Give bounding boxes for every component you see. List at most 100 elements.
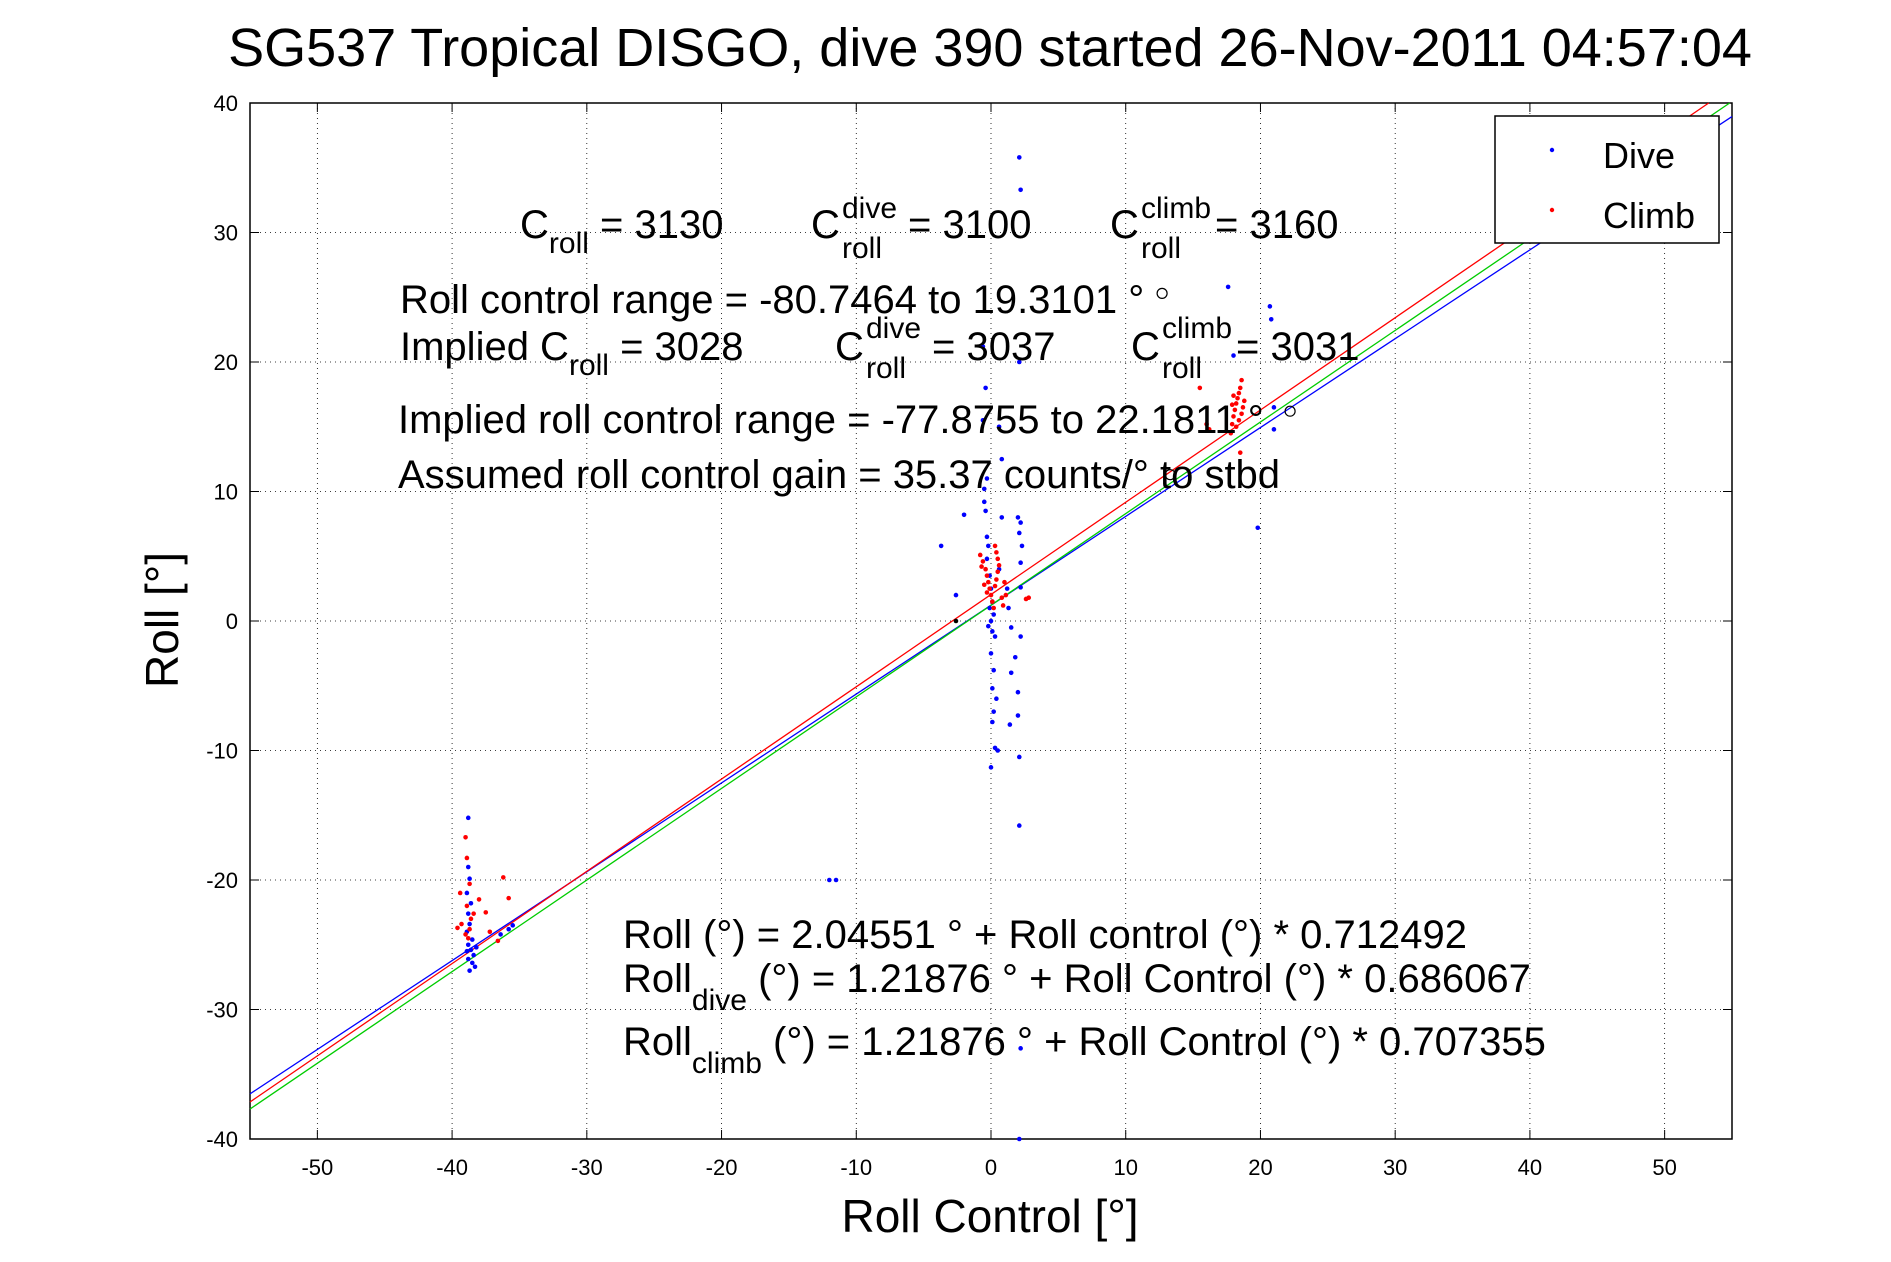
point-climb [1233, 401, 1239, 406]
point-climb [463, 932, 468, 937]
point-dive [983, 385, 988, 391]
legend-box [1494, 115, 1720, 244]
point-climb [984, 573, 990, 578]
point-dive [468, 947, 474, 953]
legend-climb-label: Climb [1603, 195, 1695, 236]
point-dive [1016, 823, 1022, 828]
y-tick-label: 40 [214, 91, 238, 116]
point-dive [1019, 543, 1025, 549]
point-climb [1231, 393, 1236, 398]
svg-text:= 3037: = 3037 [932, 325, 1055, 369]
point-climb [1000, 603, 1006, 608]
point-climb [483, 910, 489, 915]
circle-marker [1284, 405, 1296, 417]
annotation-implied-range: Implied roll control range = -77.8755 to… [398, 398, 1264, 442]
equation-all: Roll (°) = 2.04551 ° + Roll control (°) … [623, 913, 1467, 957]
point-dive [465, 911, 471, 916]
point-climb [986, 579, 991, 585]
point-dive [988, 618, 994, 624]
y-tick-label: -20 [206, 868, 238, 893]
svg-text:= 3031: = 3031 [1236, 325, 1359, 369]
point-dive [1015, 713, 1021, 718]
annotation-implied-c-roll-climb: C climb roll = 3031 [1131, 312, 1359, 385]
svg-text:climb: climb [1162, 312, 1232, 345]
point-climb [1197, 385, 1203, 391]
point-dive [1016, 1136, 1022, 1142]
point-dive [980, 417, 986, 423]
point-dive [465, 942, 471, 948]
point-climb [464, 855, 470, 861]
point-dive [1268, 316, 1274, 322]
point-dive [999, 456, 1005, 462]
point-climb [994, 577, 999, 582]
point-dive [953, 592, 959, 598]
point-climb [467, 881, 472, 887]
point-dive [986, 543, 991, 549]
x-tick-label: 40 [1518, 1155, 1542, 1180]
x-tick-label: -20 [706, 1155, 738, 1180]
svg-text:climb: climb [1141, 192, 1211, 225]
point-dive [1018, 520, 1023, 525]
point-dive [1008, 670, 1014, 676]
point-dive [996, 424, 1002, 430]
point-dive [1007, 722, 1013, 727]
point-dive [1015, 689, 1021, 695]
point-dive [995, 748, 1001, 753]
point-climb [487, 929, 493, 935]
x-tick-label: -10 [840, 1155, 872, 1180]
point-climb [1206, 427, 1212, 432]
point-climb [1239, 377, 1244, 383]
point-dive [988, 651, 994, 656]
svg-text:roll: roll [1162, 352, 1202, 385]
point-dive [1016, 530, 1022, 536]
point-climb [1204, 421, 1209, 427]
point-climb [457, 890, 463, 896]
annotation-c-roll-dive: C dive roll = 3100 [811, 192, 1031, 265]
x-tick-label: 50 [1652, 1155, 1676, 1180]
annotation-implied-c-roll-dive: C dive roll = 3037 [835, 312, 1055, 385]
y-tick-label: -10 [206, 739, 238, 764]
y-tick-label: 30 [214, 221, 238, 246]
point-dive [999, 515, 1005, 520]
point-dive [498, 932, 503, 937]
point-climb [495, 938, 501, 944]
point-climb [992, 543, 998, 549]
point-climb [464, 903, 470, 909]
point-climb [1236, 417, 1242, 423]
svg-text:Rollclimb (°) = 1.21876 ° + Ro: Rollclimb (°) = 1.21876 ° + Roll Control… [623, 1020, 1546, 1080]
legend: Dive Climb [1494, 115, 1720, 244]
annotation-roll-control-range: Roll control range = -80.7464 to 19.3101… [400, 278, 1144, 322]
grid-lines [250, 102, 1732, 1140]
point-dive [470, 937, 475, 942]
point-climb [990, 599, 995, 604]
point-climb [506, 895, 511, 901]
annotation-c-roll-climb: C climb roll = 3160 [1110, 192, 1338, 265]
point-dive [984, 556, 990, 562]
point-dive [992, 634, 998, 639]
x-axis-label: Roll Control [°] [841, 1190, 1138, 1242]
point-dive [474, 945, 479, 950]
point-climb [1003, 592, 1009, 598]
point-climb [980, 559, 986, 564]
point-dive [1012, 654, 1018, 660]
svg-text:Croll = 3130: Croll = 3130 [520, 203, 723, 260]
point-climb [994, 550, 999, 555]
dot-marker [953, 618, 959, 624]
point-dive [991, 709, 996, 714]
point-dive [988, 765, 994, 770]
svg-text:= 3100: = 3100 [908, 203, 1031, 247]
x-tick-label: -40 [436, 1155, 468, 1180]
point-climb [983, 566, 988, 572]
point-dive [990, 629, 995, 634]
point-dive [990, 719, 995, 725]
svg-text:= 3160: = 3160 [1215, 203, 1338, 247]
svg-text:roll: roll [842, 232, 882, 265]
point-dive [1018, 585, 1023, 590]
point-climb [984, 590, 990, 595]
point-climb [455, 925, 460, 931]
x-tick-label: -30 [571, 1155, 603, 1180]
point-dive [506, 926, 511, 932]
point-dive [984, 476, 990, 481]
data-points [455, 155, 1277, 1142]
point-dive [1016, 359, 1022, 365]
